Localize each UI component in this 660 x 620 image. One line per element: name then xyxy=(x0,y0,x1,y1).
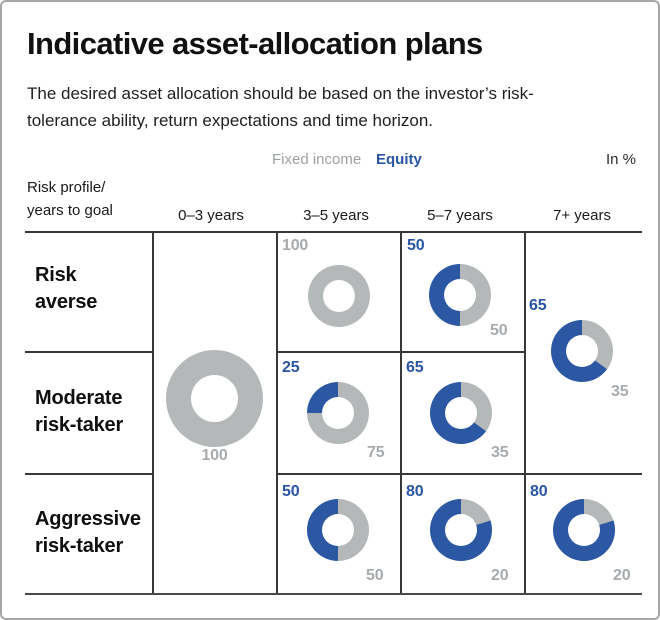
fixed-income-value: 50 xyxy=(366,567,384,584)
equity-value: 50 xyxy=(407,237,425,254)
donut-hole xyxy=(322,397,354,429)
donut-hole xyxy=(566,335,598,367)
unit-label: In % xyxy=(605,151,636,168)
grid-line-row1-labels xyxy=(25,351,152,353)
fixed-income-value: 75 xyxy=(367,444,385,461)
column-header-7plus-years: 7+ years xyxy=(553,207,611,224)
donut-risk-averse-3-5-years xyxy=(308,265,370,327)
donut-hole xyxy=(445,397,477,429)
donut-moderate-5-7-years xyxy=(430,382,492,444)
grid-line-col-labels xyxy=(152,231,154,593)
column-header-0-3-years: 0–3 years xyxy=(178,207,244,224)
donut-hole xyxy=(323,280,355,312)
donut-aggressive-3-5-years xyxy=(307,499,369,561)
donut-risk-averse-5-7-years xyxy=(429,264,491,326)
donut-hole xyxy=(445,514,477,546)
donut-moderate-3-5-years xyxy=(307,382,369,444)
fixed-income-value: 50 xyxy=(490,322,508,339)
row-label-moderate-risk-taker: Moderate risk-taker xyxy=(35,387,124,436)
donut-hole xyxy=(322,514,354,546)
grid-line-row2-labels xyxy=(25,473,152,475)
fixed-income-value: 35 xyxy=(611,383,629,400)
equity-value: 80 xyxy=(530,483,548,500)
equity-value: 25 xyxy=(282,359,300,376)
donut-hole xyxy=(444,279,476,311)
grid-line-col-0-3 xyxy=(276,231,278,593)
row-label-aggressive-risk-taker: Aggressive risk-taker xyxy=(35,508,141,557)
corner-header: Risk profile/ years to goal xyxy=(27,179,113,219)
donut-hole xyxy=(191,375,238,422)
chart-subtitle: The desired asset allocation should be b… xyxy=(27,84,534,130)
legend-fixed-income: Fixed income xyxy=(272,151,362,168)
fixed-income-value: 100 xyxy=(201,447,228,464)
grid-line-col-5-7 xyxy=(524,231,526,593)
donut-risk-averse-moderate-7plus-years xyxy=(551,320,613,382)
grid-line-col-3-5 xyxy=(400,231,402,593)
fixed-income-value: 100 xyxy=(282,237,309,254)
fixed-income-value: 20 xyxy=(491,567,509,584)
equity-value: 65 xyxy=(529,297,547,314)
donut-all-profiles-0-3-years xyxy=(166,350,263,447)
equity-value: 80 xyxy=(406,483,424,500)
legend-equity: Equity xyxy=(376,151,422,168)
donut-aggressive-5-7-years xyxy=(430,499,492,561)
page-title: Indicative asset-allocation plans xyxy=(27,26,483,61)
donut-hole xyxy=(568,514,600,546)
equity-value: 65 xyxy=(406,359,424,376)
grid-line-bottom xyxy=(25,593,642,595)
fixed-income-value: 20 xyxy=(613,567,631,584)
donut-aggressive-7plus-years xyxy=(553,499,615,561)
equity-value: 50 xyxy=(282,483,300,500)
row-label-risk-averse: Risk averse xyxy=(35,264,98,313)
grid-line-top xyxy=(25,231,642,233)
column-header-3-5-years: 3–5 years xyxy=(303,207,369,224)
column-header-5-7-years: 5–7 years xyxy=(427,207,493,224)
fixed-income-value: 35 xyxy=(491,444,509,461)
grid-line-row2-cells xyxy=(276,473,642,475)
